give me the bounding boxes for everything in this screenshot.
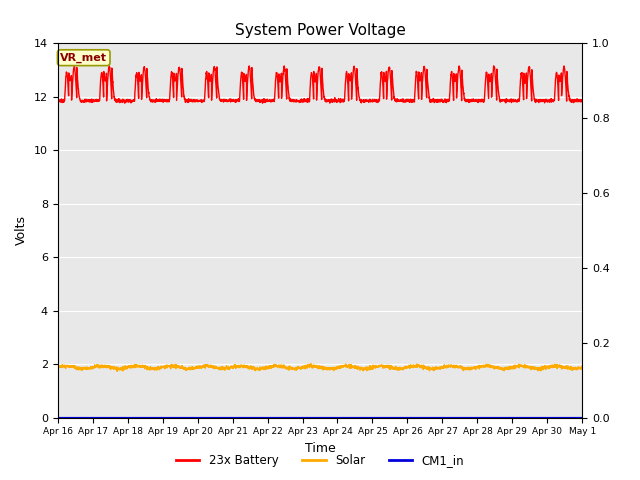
X-axis label: Time: Time — [305, 442, 335, 455]
Title: System Power Voltage: System Power Voltage — [235, 23, 405, 38]
Solar — [568, 367, 576, 373]
23x Battery — [114, 98, 122, 104]
23x Battery — [70, 63, 78, 69]
Solar — [512, 362, 520, 368]
23x Battery — [54, 96, 61, 102]
23x Battery — [278, 89, 286, 95]
23x Battery — [568, 97, 576, 103]
Solar — [579, 363, 586, 369]
Solar — [114, 365, 122, 371]
23x Battery — [512, 99, 520, 105]
23x Battery — [145, 93, 153, 99]
Solar — [113, 369, 121, 374]
Text: VR_met: VR_met — [60, 53, 108, 63]
Solar — [145, 364, 152, 370]
CM1_in — [145, 415, 152, 420]
Solar — [54, 363, 61, 369]
CM1_in — [114, 415, 122, 420]
CM1_in — [54, 415, 61, 420]
CM1_in — [278, 415, 285, 420]
Line: 23x Battery: 23x Battery — [58, 66, 582, 103]
Solar — [278, 362, 285, 368]
23x Battery — [121, 100, 129, 106]
CM1_in — [568, 415, 576, 420]
CM1_in — [255, 415, 262, 420]
23x Battery — [255, 98, 263, 104]
Y-axis label: Volts: Volts — [15, 216, 28, 245]
Solar — [255, 367, 263, 372]
CM1_in — [579, 415, 586, 420]
Solar — [307, 360, 315, 366]
Legend: 23x Battery, Solar, CM1_in: 23x Battery, Solar, CM1_in — [171, 449, 469, 472]
23x Battery — [579, 98, 586, 104]
CM1_in — [512, 415, 520, 420]
Line: Solar: Solar — [58, 363, 582, 372]
